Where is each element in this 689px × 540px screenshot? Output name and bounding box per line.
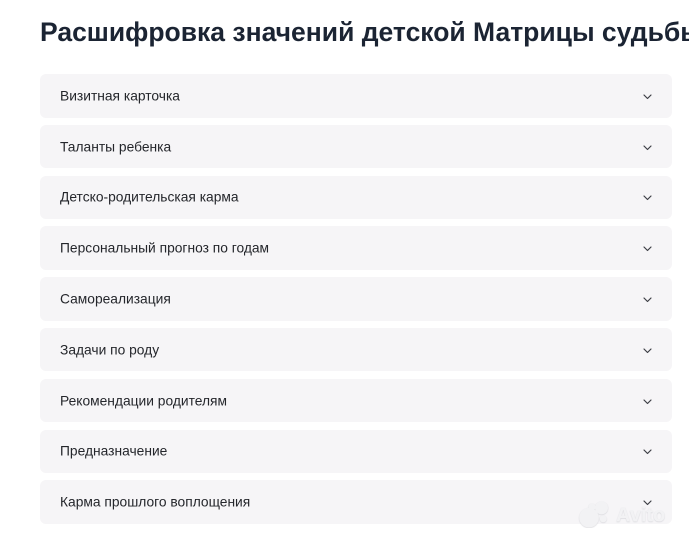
svg-text:Avito: Avito <box>616 504 665 526</box>
